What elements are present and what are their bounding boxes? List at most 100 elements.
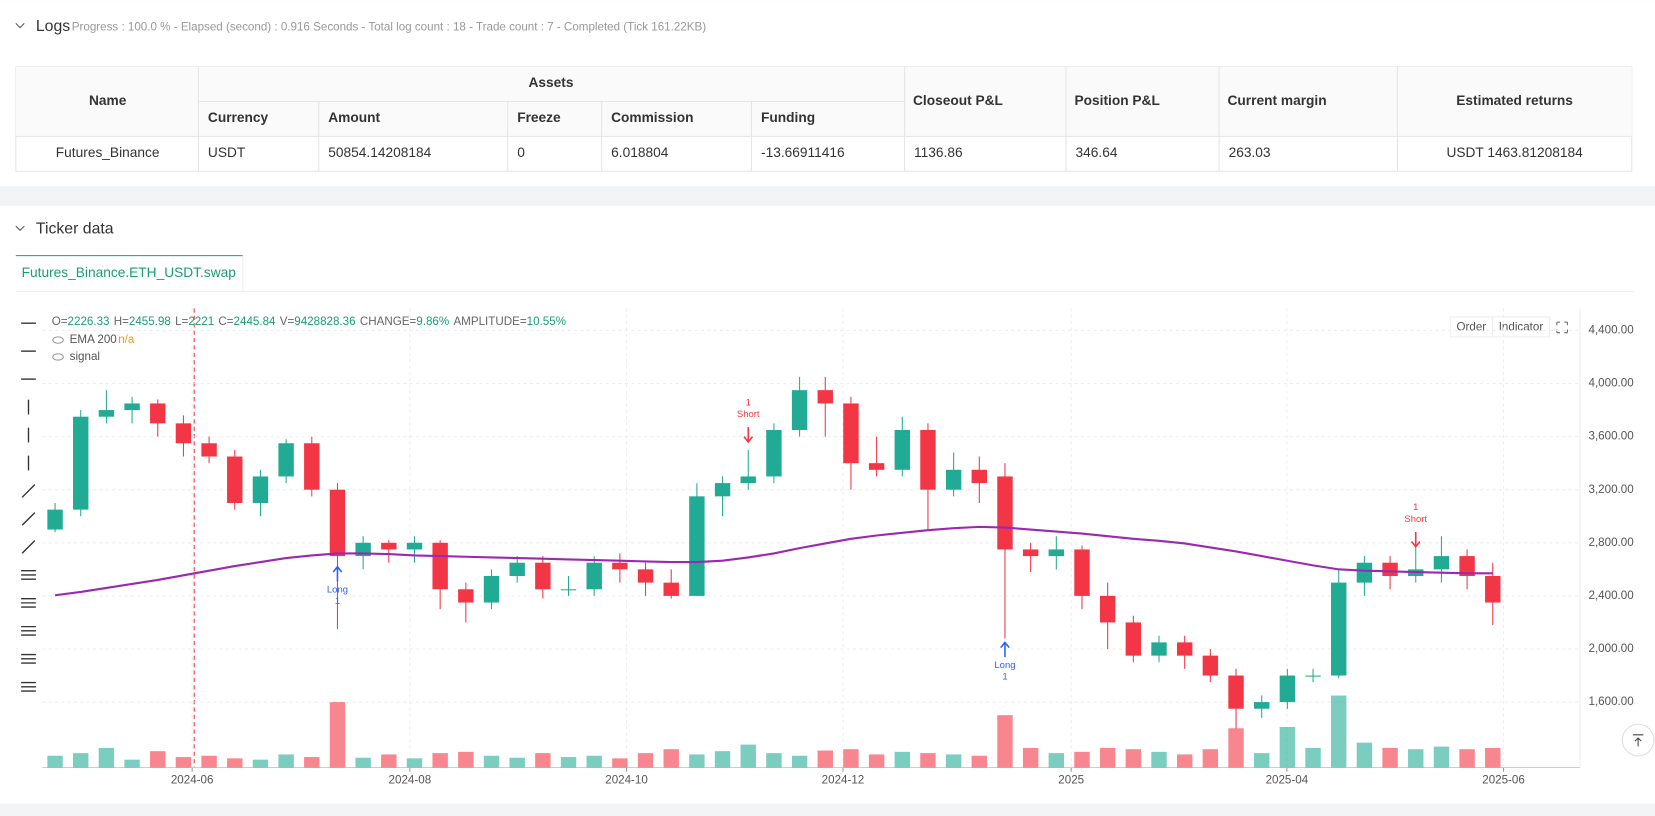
toolbar — [21, 322, 36, 692]
volume-bar — [971, 755, 988, 768]
volume-bar — [1228, 728, 1244, 768]
y-tick-label: 4,000.00 — [1589, 377, 1634, 390]
volume-bar — [535, 753, 551, 768]
volume-bar — [894, 751, 910, 768]
legend-name: EMA 200 — [70, 333, 117, 346]
indicator-label: Indicator — [1499, 320, 1544, 333]
candle-body — [663, 582, 679, 596]
cell: USDT — [208, 145, 246, 160]
fullscreen-icon[interactable] — [1556, 321, 1568, 334]
signal-label: Long — [994, 660, 1015, 671]
eye-icon[interactable] — [52, 336, 64, 344]
volume-bar — [997, 715, 1013, 768]
candle-body — [1048, 549, 1065, 557]
cell: 50854.14208184 — [328, 145, 431, 160]
volume-bar — [1022, 747, 1039, 768]
info-value: 10.55% — [527, 315, 566, 328]
logs-title: Logs — [36, 18, 70, 35]
volume-bar — [1459, 749, 1475, 768]
collapse-icon[interactable] — [15, 225, 25, 232]
volume-bar — [1151, 751, 1167, 768]
candle-body — [1074, 549, 1090, 596]
header: Commission — [611, 110, 693, 125]
volume-bar — [791, 755, 808, 768]
volume-bar — [637, 753, 654, 768]
signal-label: Short — [737, 409, 760, 420]
volume-bar — [227, 758, 243, 768]
x-tick-label: 2024-10 — [605, 773, 648, 786]
tab[interactable]: Futures_Binance.ETH_USDT.swap — [22, 265, 237, 280]
candle-body — [560, 589, 577, 591]
tool-icon[interactable] — [21, 681, 36, 692]
candle-body — [689, 496, 705, 596]
info-value: 2226.33 — [68, 315, 110, 328]
tool-icon[interactable] — [21, 512, 36, 526]
cell: 0 — [517, 145, 525, 160]
volume-bar — [817, 750, 833, 768]
x-tick-label: 2025 — [1058, 773, 1084, 786]
ohlc-info: O=2226.33 H=2455.98 L=2221 C=2445.84 V=94288… — [52, 315, 566, 328]
signal-count: 1 — [1413, 502, 1418, 513]
volume-bar — [1331, 695, 1347, 768]
volume-bar — [381, 754, 397, 768]
volume-bar — [1099, 747, 1116, 768]
candle-body — [843, 403, 859, 464]
volume-bar — [98, 747, 115, 768]
candle-body — [252, 476, 269, 503]
header: Freeze — [517, 110, 561, 125]
candle-body — [1356, 562, 1373, 583]
header: Amount — [328, 110, 380, 125]
volume-bar — [1074, 751, 1090, 768]
collapse-icon[interactable] — [15, 23, 25, 29]
tool-icon[interactable] — [21, 484, 36, 498]
info-label: L= — [175, 315, 188, 328]
candle-body — [1022, 549, 1039, 557]
candle-body — [1125, 622, 1142, 656]
tool-icon[interactable] — [21, 597, 36, 608]
candle-body — [98, 410, 115, 417]
y-tick-label: 1,600.00 — [1589, 695, 1634, 708]
volume-bar — [201, 755, 217, 768]
candle-body — [304, 443, 320, 490]
signal-label: Short — [1404, 514, 1427, 525]
tool-icon[interactable] — [21, 540, 36, 554]
eye-icon[interactable] — [52, 353, 64, 361]
ticker-panel — [0, 206, 1655, 804]
candle-body — [1202, 655, 1219, 676]
info-value: 2221 — [188, 315, 214, 328]
candle-body — [483, 575, 500, 603]
candle-body — [1228, 675, 1244, 709]
ema-line — [54, 525, 1493, 597]
indicator-button[interactable] — [1491, 316, 1550, 338]
volume-bar — [329, 702, 346, 768]
volume-bar — [1125, 749, 1142, 768]
signal-arrow — [1000, 641, 1010, 658]
candle-body — [1459, 556, 1475, 576]
volume-bar — [150, 751, 166, 768]
candle-body — [997, 476, 1013, 550]
cell: Futures_Binance — [56, 145, 160, 160]
volume-bar — [1356, 742, 1373, 768]
candle-body — [406, 542, 423, 550]
header: Estimated returns — [1456, 93, 1573, 108]
info-label: H= — [114, 315, 129, 328]
candle-body — [381, 542, 397, 550]
volume-bar — [612, 758, 628, 768]
signal-count: 1 — [335, 596, 340, 607]
cell: 346.64 — [1076, 145, 1118, 160]
y-tick-label: 2,800.00 — [1589, 536, 1634, 549]
candle-body — [201, 443, 217, 457]
legend-value: n/a — [118, 333, 135, 346]
y-tick-label: 3,600.00 — [1589, 430, 1634, 443]
candle-body — [637, 569, 654, 583]
volume-bar — [1254, 753, 1270, 768]
info-value: 9428828.36 — [294, 315, 355, 328]
volume-bar — [1485, 747, 1501, 768]
candle-body — [971, 469, 988, 484]
candle-body — [329, 489, 346, 557]
y-tick-label: 2,400.00 — [1589, 589, 1634, 602]
tool-icon[interactable] — [21, 653, 36, 664]
ticker-title: Ticker data — [36, 220, 114, 237]
tool-icon[interactable] — [21, 625, 36, 636]
tool-icon[interactable] — [21, 569, 36, 580]
